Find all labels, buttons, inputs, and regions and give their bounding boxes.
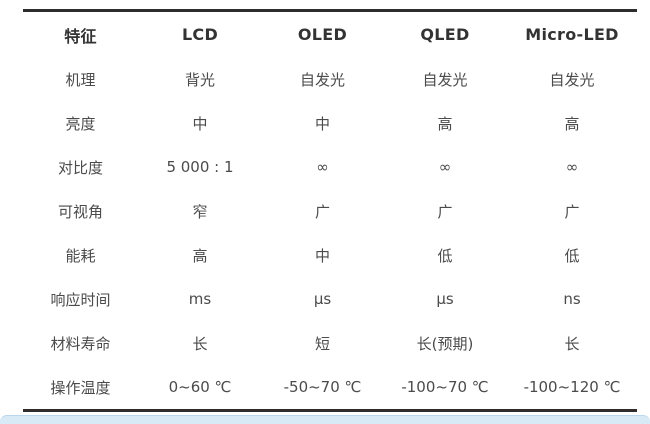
cell-viewing-angle-qled: 广 [437, 202, 453, 221]
cell-material-lifetime-qled: 长(预期) [416, 334, 474, 353]
row-mechanism-label: 机理 [65, 70, 96, 89]
row-brightness-label: 亮度 [65, 114, 96, 133]
cell-response-time-qled: μs [436, 290, 454, 308]
cell-contrast-ratio-lcd: 5 000 : 1 [166, 158, 234, 176]
row-material-lifetime-label: 材料寿命 [50, 334, 111, 353]
row-operating-temperature: 操作温度 0~60 ℃ -50~70 ℃ -100~70 ℃ -100~120 … [23, 365, 637, 411]
cell-power-consumption-qled: 低 [437, 246, 453, 265]
cell-mechanism-oled: 自发光 [299, 70, 345, 89]
row-contrast-ratio-label: 对比度 [57, 158, 103, 177]
row-viewing-angle-label: 可视角 [57, 202, 103, 221]
cell-power-consumption-lcd: 高 [192, 246, 208, 265]
cell-brightness-micro-led: 高 [564, 114, 580, 133]
col-header-lcd: LCD [181, 25, 219, 44]
row-response-time: 响应时间 ms μs μs ns [23, 277, 637, 321]
cell-contrast-ratio-micro-led: ∞ [565, 158, 579, 176]
col-header-oled: OLED [297, 25, 348, 44]
cell-mechanism-lcd: 背光 [184, 70, 215, 89]
col-header-qled: QLED [420, 25, 470, 44]
cell-viewing-angle-oled: 广 [314, 202, 330, 221]
cell-viewing-angle-micro-led: 广 [564, 202, 580, 221]
row-viewing-angle: 可视角 窄 广 广 广 [23, 189, 637, 233]
row-response-time-label: 响应时间 [50, 290, 111, 309]
cell-operating-temperature-qled: -100~70 ℃ [401, 378, 489, 396]
cell-power-consumption-micro-led: 低 [564, 246, 580, 265]
cell-operating-temperature-lcd: 0~60 ℃ [168, 378, 232, 396]
display-tech-comparison-table: 特征 LCD OLED QLED Micro-LED 机理 背光 自发光 自发光… [23, 9, 637, 412]
row-contrast-ratio: 对比度 5 000 : 1 ∞ ∞ ∞ [23, 145, 637, 189]
cell-mechanism-qled: 自发光 [422, 70, 468, 89]
cell-material-lifetime-oled: 短 [314, 334, 330, 353]
cell-contrast-ratio-qled: ∞ [438, 158, 452, 176]
cell-power-consumption-oled: 中 [314, 246, 330, 265]
cell-response-time-oled: μs [313, 290, 332, 308]
row-brightness: 亮度 中 中 高 高 [23, 101, 637, 145]
cell-brightness-qled: 高 [437, 114, 453, 133]
cell-brightness-oled: 中 [314, 114, 330, 133]
cell-operating-temperature-micro-led: -100~120 ℃ [523, 378, 621, 396]
row-power-consumption: 能耗 高 中 低 低 [23, 233, 637, 277]
row-mechanism: 机理 背光 自发光 自发光 自发光 [23, 57, 637, 101]
cell-brightness-lcd: 中 [192, 114, 208, 133]
cell-contrast-ratio-oled: ∞ [316, 158, 329, 176]
cell-response-time-lcd: ms [188, 290, 212, 308]
bottom-highlight-bar [0, 415, 650, 424]
row-material-lifetime: 材料寿命 长 短 长(预期) 长 [23, 321, 637, 365]
table-header-row: 特征 LCD OLED QLED Micro-LED [23, 11, 637, 58]
row-power-consumption-label: 能耗 [65, 246, 96, 265]
col-header-micro-led: Micro-LED [525, 25, 619, 44]
cell-material-lifetime-micro-led: 长 [564, 334, 580, 353]
cell-mechanism-micro-led: 自发光 [549, 70, 595, 89]
cell-viewing-angle-lcd: 窄 [192, 202, 208, 221]
cell-response-time-micro-led: ns [563, 290, 581, 308]
cell-operating-temperature-oled: -50~70 ℃ [283, 378, 362, 396]
cell-material-lifetime-lcd: 长 [192, 334, 208, 353]
row-operating-temperature-label: 操作温度 [50, 378, 111, 397]
col-header-feature: 特征 [64, 26, 97, 46]
